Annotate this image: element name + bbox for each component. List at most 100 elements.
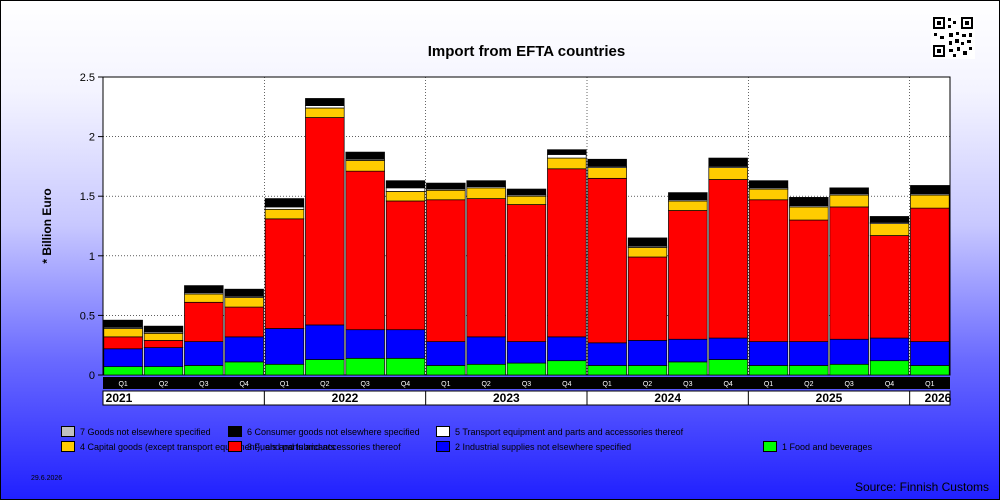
bar-segment-series5 <box>264 206 305 210</box>
bar-segment-series6 <box>748 180 789 189</box>
x-tick-label: Q4 <box>885 381 894 388</box>
bar-segment-series3 <box>506 204 547 342</box>
bar-segment-series1 <box>466 363 506 376</box>
bar-segment-series2 <box>869 337 910 362</box>
bar-segment-series2 <box>143 347 184 367</box>
y-axis-label: * Billion Euro <box>40 188 54 263</box>
legend-row: 4 Capital goods (except transport equipm… <box>61 441 941 456</box>
bar-segment-series2 <box>547 336 587 362</box>
bar-segment-series1 <box>143 366 184 376</box>
x-tick-label: Q3 <box>683 381 692 388</box>
bar-segment-series2 <box>466 336 506 365</box>
legend-swatch <box>228 426 242 437</box>
bar-segment-series6 <box>708 157 748 167</box>
bar-segment-series1 <box>426 365 466 376</box>
legend-item: 2 Industrial supplies not elsewhere spec… <box>436 441 631 452</box>
bar-segment-series3 <box>829 206 869 340</box>
bar-segment-series3 <box>345 170 385 331</box>
bar-segment-series3 <box>869 235 910 339</box>
bar-segment-series6 <box>103 319 143 328</box>
bar-segment-series3 <box>627 256 668 341</box>
bar-segment-series6 <box>627 237 668 247</box>
bar-segment-series6 <box>506 188 547 196</box>
bar-segment-series3 <box>708 179 748 339</box>
bar-segment-series2 <box>426 341 466 366</box>
bar-segment-series1 <box>345 357 385 376</box>
bar-segment-series2 <box>748 341 789 366</box>
year-strip <box>102 390 951 406</box>
bar-segment-series1 <box>789 365 829 376</box>
bar-segment-series3 <box>385 200 426 331</box>
bar-segment-series5 <box>547 154 587 159</box>
year-label: 2024 <box>654 391 681 405</box>
bar-segment-series3 <box>748 199 789 342</box>
legend-label: 2 Industrial supplies not elsewhere spec… <box>455 441 632 452</box>
y-tick-label: 1.5 <box>80 191 95 203</box>
bar-segment-series1 <box>305 359 345 376</box>
bar-segment-series3 <box>184 301 224 342</box>
bar-segment-series6 <box>829 187 869 195</box>
bar-segment-series2 <box>627 340 668 366</box>
y-tick-label: 2.5 <box>80 72 95 84</box>
x-tick-label: Q3 <box>360 381 369 388</box>
bar-segment-series3 <box>426 199 466 342</box>
bar-segment-series3 <box>789 219 829 342</box>
x-tick-label: Q1 <box>118 381 127 388</box>
bar-segment-series1 <box>668 361 708 376</box>
bar-segment-series4 <box>264 208 305 220</box>
bar-segment-series6 <box>789 197 829 207</box>
bar-segment-series6 <box>224 288 264 297</box>
bar-segment-series6 <box>426 182 466 190</box>
bar-segment-series1 <box>506 362 547 376</box>
bar-segment-series4 <box>708 167 748 180</box>
year-label: 2025 <box>816 391 843 405</box>
legend-item: 3 Fuels and lubricants <box>228 441 335 452</box>
x-tick-label: Q4 <box>401 381 410 388</box>
legend-swatch <box>61 426 75 437</box>
bar-segment-series6 <box>264 198 305 208</box>
bar-segment-series2 <box>829 338 869 365</box>
legend-swatch <box>436 441 450 452</box>
legend-row: 7 Goods not elsewhere specified 6 Consume… <box>61 426 941 441</box>
bar-segment-series6 <box>668 192 708 201</box>
bar-segment-series1 <box>264 363 305 376</box>
x-tick-label: Q2 <box>643 381 652 388</box>
bar-segment-series2 <box>184 341 224 366</box>
bar-segment-series4 <box>103 328 143 338</box>
x-tick-label: Q3 <box>844 381 853 388</box>
x-tick-label: Q2 <box>159 381 168 388</box>
x-tick-label: Q1 <box>441 381 450 388</box>
bar-segment-series6 <box>869 216 910 223</box>
bar-segment-series4 <box>143 332 184 341</box>
bar-segment-series4 <box>668 200 708 211</box>
bar-segment-series1 <box>708 359 748 376</box>
bar-segment-series2 <box>587 342 627 366</box>
bar-segment-series3 <box>910 207 950 342</box>
x-tick-label: Q4 <box>723 381 732 388</box>
bar-segment-series1 <box>385 357 426 376</box>
bar-segment-series4 <box>305 107 345 118</box>
bar-segment-series4 <box>224 297 264 308</box>
bar-segment-series3 <box>547 168 587 338</box>
legend: 7 Goods not elsewhere specified 6 Consume… <box>61 426 941 456</box>
bar-segment-series5 <box>305 105 345 109</box>
bar-segment-series6 <box>587 158 627 167</box>
qr-code-icon <box>931 15 975 59</box>
legend-item: 7 Goods not elsewhere specified <box>61 426 211 437</box>
bar-segment-series4 <box>506 195 547 205</box>
year-label: 2026 <box>925 391 952 405</box>
bar-segment-series6 <box>184 285 224 294</box>
bar-segment-series4 <box>627 247 668 258</box>
legend-label: 5 Transport equipment and parts and acce… <box>455 426 684 437</box>
source-label: Source: Finnish Customs <box>854 480 989 494</box>
x-tick-label: Q1 <box>925 381 934 388</box>
bar-segment-series1 <box>587 365 627 376</box>
bar-segment-series6 <box>143 325 184 333</box>
category-strip <box>103 377 950 389</box>
x-tick-label: Q4 <box>562 381 571 388</box>
legend-swatch <box>61 441 75 452</box>
date-stamp: 29.6.2026 <box>31 475 63 482</box>
bar-segment-series2 <box>668 338 708 363</box>
